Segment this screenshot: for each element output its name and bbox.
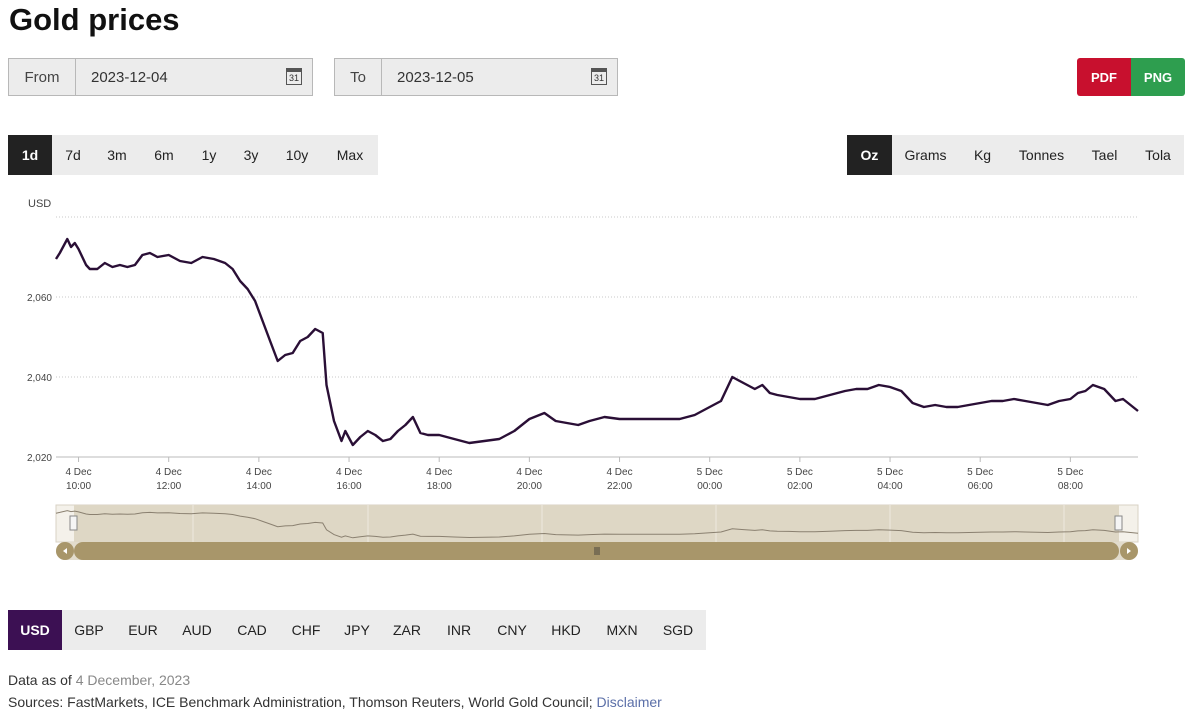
to-date-value: 2023-12-05: [397, 68, 474, 86]
export-buttons: PDF PNG: [1077, 58, 1185, 96]
sources-text: Sources: FastMarkets, ICE Benchmark Admi…: [8, 694, 593, 710]
page-title: Gold prices: [9, 2, 180, 37]
currency-tab-zar[interactable]: ZAR: [393, 622, 421, 638]
x-tick-label: 16:00: [337, 481, 362, 492]
price-line: [54, 237, 1139, 447]
y-tick-label: 2,020: [27, 453, 52, 464]
y-tick-label: 2,060: [27, 293, 52, 304]
x-tick-label: 5 Dec: [967, 467, 993, 478]
png-export-button[interactable]: PNG: [1131, 58, 1185, 96]
unit-tab-grams[interactable]: Grams: [904, 147, 947, 163]
x-tick-label: 10:00: [66, 481, 91, 492]
gold-price-chart: USD 2,020 2,040 2,060 4 Dec 10:00 4 Dec 12:00 4 …: [27, 198, 1139, 560]
unit-tab-kg[interactable]: Kg: [973, 147, 992, 163]
x-tick-label: 5 Dec: [1057, 467, 1083, 478]
x-tick-label: 14:00: [246, 481, 271, 492]
scrollbar-thumb[interactable]: [74, 542, 1119, 560]
unit-tab-tael[interactable]: Tael: [1091, 147, 1118, 163]
unit-tab-tonnes[interactable]: Tonnes: [1018, 147, 1065, 163]
currency-tab-mxn[interactable]: MXN: [606, 622, 638, 638]
x-tick-label: 18:00: [427, 481, 452, 492]
currency-selector: USD GBP EUR AUD CAD CHF JPY ZAR INR CNY HKD MXN SGD: [8, 610, 706, 650]
chevron-left-icon: [63, 548, 67, 554]
currency-tab-chf[interactable]: CHF: [291, 622, 321, 638]
x-tick-label: 02:00: [787, 481, 812, 492]
range-tab-max[interactable]: Max: [336, 147, 364, 163]
x-tick-label: 12:00: [156, 481, 181, 492]
to-date-picker[interactable]: To 2023-12-05 31: [334, 58, 618, 96]
from-date-picker[interactable]: From 2023-12-04 31: [8, 58, 313, 96]
currency-tab-gbp[interactable]: GBP: [74, 622, 104, 638]
x-tick-label: 4 Dec: [65, 467, 91, 478]
from-label: From: [9, 59, 76, 95]
from-date-field[interactable]: 2023-12-04 31: [76, 59, 312, 95]
x-tick-label: 22:00: [607, 481, 632, 492]
chevron-right-icon: [1127, 548, 1131, 554]
x-tick-label: 4 Dec: [156, 467, 182, 478]
x-tick-label: 5 Dec: [877, 467, 903, 478]
range-tab-1d[interactable]: 1d: [8, 135, 52, 175]
x-tick-label: 04:00: [878, 481, 903, 492]
x-tick-label: 06:00: [968, 481, 993, 492]
from-date-value: 2023-12-04: [91, 68, 168, 86]
navigator-handle-left[interactable]: [69, 515, 78, 531]
y-axis-label: USD: [28, 198, 51, 210]
currency-tab-usd[interactable]: USD: [8, 610, 62, 650]
range-tab-10y[interactable]: 10y: [285, 147, 309, 163]
x-tick-label: 4 Dec: [426, 467, 452, 478]
calendar-icon[interactable]: 31: [286, 68, 302, 85]
x-tick-label: 4 Dec: [246, 467, 272, 478]
to-date-field[interactable]: 2023-12-05 31: [382, 59, 617, 95]
currency-tab-cny[interactable]: CNY: [497, 622, 527, 638]
range-tab-3m[interactable]: 3m: [107, 147, 127, 163]
x-tick-label: 20:00: [517, 481, 542, 492]
data-as-of-date: 4 December, 2023: [75, 672, 191, 688]
range-tab-3y[interactable]: 3y: [243, 147, 259, 163]
currency-tab-jpy[interactable]: JPY: [344, 622, 370, 638]
navigator-line: [55, 510, 1139, 539]
x-tick-label: 08:00: [1058, 481, 1083, 492]
unit-selector: Oz Grams Kg Tonnes Tael Tola: [847, 135, 1184, 175]
unit-tab-oz[interactable]: Oz: [847, 135, 892, 175]
time-range-selector: 1d 7d 3m 6m 1y 3y 10y Max: [8, 135, 378, 175]
to-label: To: [335, 59, 382, 95]
unit-tab-tola[interactable]: Tola: [1145, 147, 1171, 163]
pdf-export-button[interactable]: PDF: [1077, 58, 1131, 96]
data-as-of-label: Data as of: [8, 672, 72, 688]
currency-tab-sgd[interactable]: SGD: [662, 622, 694, 638]
currency-tab-eur[interactable]: EUR: [128, 622, 158, 638]
currency-tab-inr[interactable]: INR: [446, 622, 472, 638]
disclaimer-link[interactable]: Disclaimer: [596, 694, 662, 710]
range-tab-6m[interactable]: 6m: [154, 147, 174, 163]
currency-tab-hkd[interactable]: HKD: [551, 622, 581, 638]
currency-tab-cad[interactable]: CAD: [237, 622, 267, 638]
currency-tab-aud[interactable]: AUD: [182, 622, 212, 638]
x-tick-label: 5 Dec: [697, 467, 723, 478]
data-as-of: Data as of 4 December, 2023: [8, 672, 190, 688]
navigator-handle-right[interactable]: [1114, 515, 1123, 531]
x-tick-label: 00:00: [697, 481, 722, 492]
range-tab-1y[interactable]: 1y: [201, 147, 217, 163]
y-tick-label: 2,040: [27, 373, 52, 384]
x-tick-label: 5 Dec: [787, 467, 813, 478]
navigator-selection: [74, 505, 1119, 542]
x-tick-label: 4 Dec: [606, 467, 632, 478]
x-tick-label: 4 Dec: [336, 467, 362, 478]
range-tab-7d[interactable]: 7d: [65, 147, 81, 163]
x-tick-label: 4 Dec: [516, 467, 542, 478]
calendar-icon[interactable]: 31: [591, 68, 607, 85]
sources-line: Sources: FastMarkets, ICE Benchmark Admi…: [8, 694, 662, 710]
